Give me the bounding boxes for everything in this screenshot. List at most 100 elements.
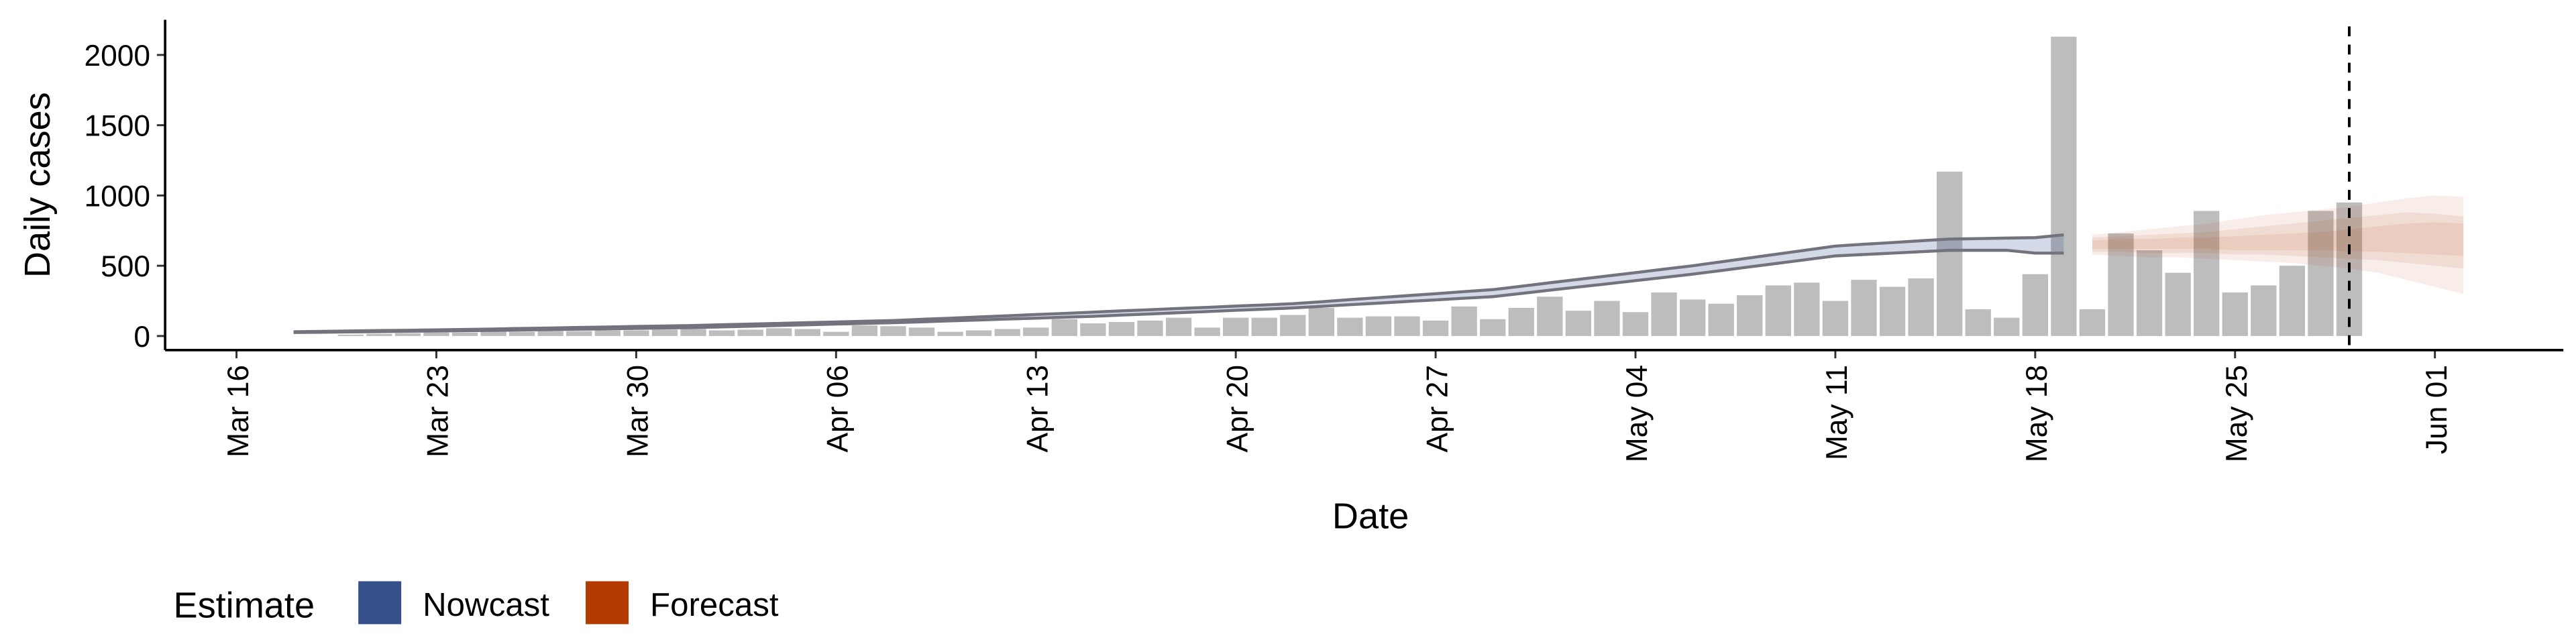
forecast-band [2092, 222, 2464, 256]
bar [1794, 282, 1820, 336]
bar [1765, 285, 1791, 336]
x-tick-label: Mar 23 [422, 365, 455, 458]
bar [965, 330, 992, 336]
bar [1422, 320, 1449, 336]
bar [1879, 286, 1906, 336]
y-tick-label: 2000 [84, 40, 150, 72]
bar [1080, 323, 1106, 336]
x-tick-label: May 25 [2220, 365, 2253, 462]
bar [937, 331, 963, 336]
bar [566, 331, 592, 336]
bar [1451, 306, 1477, 336]
bar [2222, 292, 2248, 336]
bar [1280, 315, 1306, 336]
x-tick-label: Jun 01 [2420, 365, 2453, 454]
bar [1737, 295, 1763, 336]
bar [2251, 285, 2277, 336]
bar [623, 330, 649, 336]
bar [2194, 211, 2220, 336]
x-tick-label: Mar 30 [622, 365, 655, 458]
bar [1337, 317, 1363, 336]
bar [1508, 307, 1534, 336]
legend-label: Nowcast [423, 586, 549, 623]
forecast-band [2092, 212, 2464, 269]
x-tick-label: Apr 06 [822, 365, 855, 453]
bar [1565, 311, 1592, 336]
bar [594, 330, 621, 336]
bar [794, 329, 820, 336]
nowcast-lower-line [293, 248, 2064, 334]
bar [737, 329, 763, 336]
bar [1651, 292, 1677, 336]
legend-label: Forecast [650, 586, 779, 623]
bar [766, 328, 792, 336]
bar [1137, 320, 1163, 336]
x-tick-label: Mar 16 [222, 365, 255, 458]
bar [1994, 317, 2020, 336]
bar [2136, 250, 2163, 336]
bar [480, 331, 506, 336]
x-tick-label: Apr 27 [1421, 365, 1454, 453]
y-tick-label: 1000 [84, 180, 150, 213]
bar [366, 333, 392, 336]
bar [823, 331, 849, 336]
nowcast-upper-line [293, 233, 2064, 333]
bar [537, 331, 564, 336]
bar [2108, 233, 2134, 336]
y-axis-title: Daily cases [17, 92, 58, 278]
bar [651, 329, 678, 336]
y-tick-label: 0 [133, 321, 150, 354]
x-tick-label: May 18 [2021, 365, 2053, 462]
bar [1708, 303, 1734, 336]
bar [1594, 301, 1620, 336]
x-tick-label: May 04 [1621, 365, 1654, 462]
bar [994, 329, 1020, 336]
bar [1194, 327, 1220, 336]
bar [394, 333, 421, 336]
legend-swatch [586, 581, 629, 625]
bar [2308, 211, 2334, 336]
y-tick-label: 500 [101, 250, 150, 283]
bar [680, 329, 706, 336]
bar [708, 330, 735, 336]
bar [1251, 317, 1277, 336]
bar [1394, 316, 1420, 336]
bar [1223, 317, 1249, 336]
x-axis-title: Date [1332, 496, 1409, 537]
y-tick-label: 1500 [84, 110, 150, 143]
x-tick-label: May 11 [1821, 365, 1854, 460]
bar [1537, 297, 1563, 336]
bar [451, 332, 478, 336]
bar [908, 327, 935, 336]
bar [880, 326, 906, 336]
bar [1480, 319, 1506, 336]
bar [1908, 278, 1934, 336]
bar [1822, 301, 1849, 336]
bar [1679, 299, 1706, 336]
x-tick-label: Apr 13 [1021, 365, 1054, 453]
bar [1965, 309, 1991, 336]
bar [2165, 272, 2191, 336]
bar [2051, 36, 2077, 336]
bar [851, 325, 878, 336]
bar [1165, 317, 1192, 336]
bar [1937, 171, 1963, 336]
bar [1051, 319, 1077, 336]
forecast-band [2092, 195, 2464, 294]
bar [1108, 321, 1135, 336]
legend-title: Estimate [173, 586, 315, 626]
bar [1023, 327, 1049, 336]
bar [1365, 316, 1392, 336]
bar [1308, 307, 1334, 336]
bar [337, 334, 364, 336]
legend-swatch [358, 581, 402, 625]
nowcast-band [293, 235, 2064, 333]
bar [2279, 266, 2306, 336]
bar [423, 332, 449, 336]
bar [509, 331, 535, 336]
bar [2022, 274, 2048, 336]
bar [1622, 312, 1649, 336]
bar [1851, 280, 1877, 336]
bar [2079, 309, 2106, 336]
